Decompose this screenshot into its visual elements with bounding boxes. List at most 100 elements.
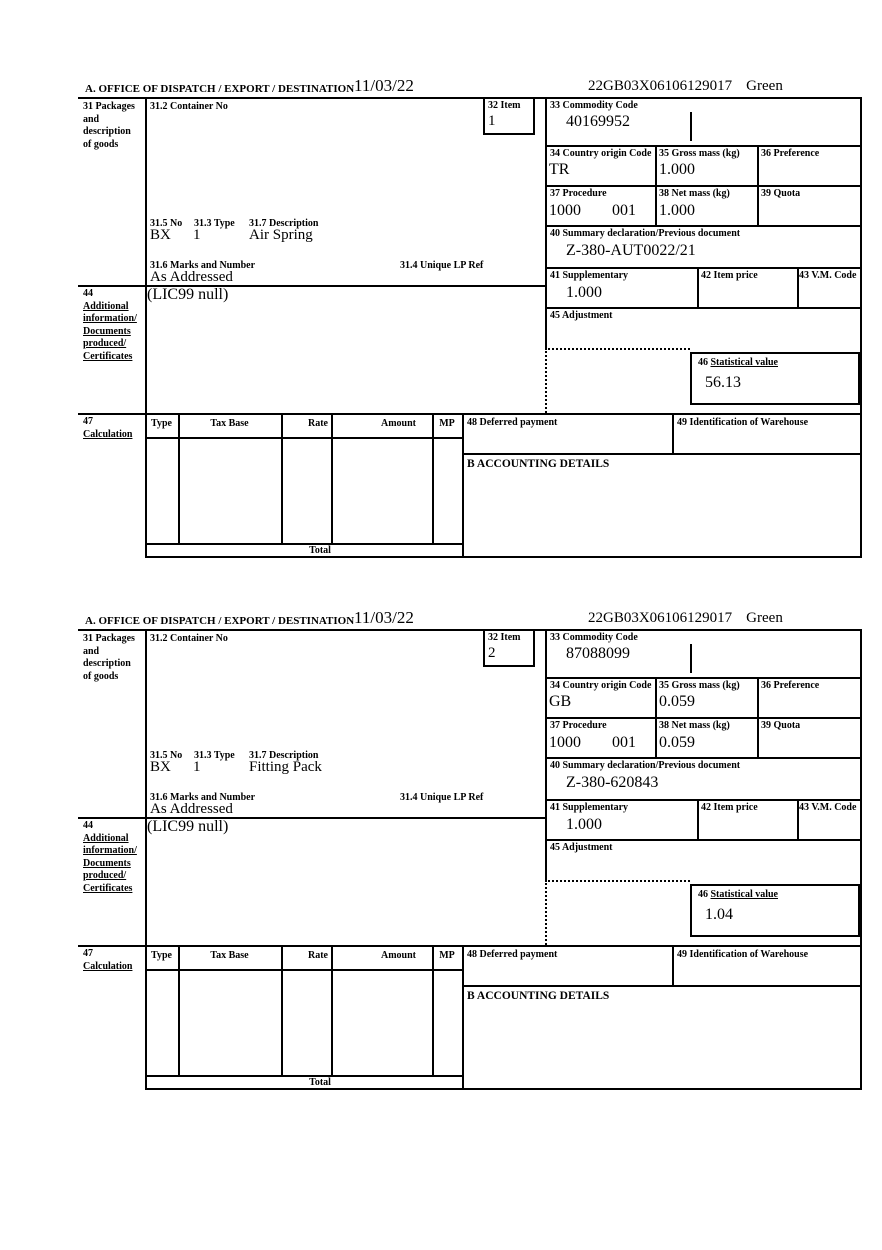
dotted-divider	[545, 348, 547, 413]
divider	[462, 945, 464, 1090]
box46-statistical-value: 46 Statistical value 1.04	[690, 884, 860, 937]
mrn-row: 22GB03X06106129017 Green	[588, 610, 783, 627]
box31-label: 31 Packages and description of goods	[83, 633, 135, 682]
commodity-code-separator	[690, 644, 692, 673]
box37-label: 37 Procedure	[550, 720, 607, 731]
box47-label-text: Calculation	[83, 428, 133, 440]
divider	[545, 267, 862, 269]
box46-label-text: Statistical value	[710, 889, 779, 900]
divider	[145, 437, 462, 439]
declaration-date: 11/03/22	[354, 608, 414, 627]
divider	[672, 945, 674, 985]
calc-col-mp: MP	[439, 418, 455, 429]
box44-label-text: Additional information/ Documents produc…	[83, 832, 137, 894]
divider	[281, 945, 283, 1075]
box36-label: 36 Preference	[761, 680, 820, 691]
box34-value: GB	[549, 693, 572, 710]
box40-value: Z-380-AUT0022/21	[566, 242, 696, 259]
box45-label: 45 Adjustment	[550, 310, 613, 321]
divider	[331, 945, 333, 1075]
box44-label: 44 Additional information/ Documents pro…	[83, 820, 143, 895]
box32-value: 1	[488, 112, 496, 129]
box33-label: 33 Commodity Code	[550, 632, 638, 643]
office-of-dispatch-label: A. OFFICE OF DISPATCH / EXPORT / DESTINA…	[85, 615, 355, 627]
declaration-item-section: A. OFFICE OF DISPATCH / EXPORT / DESTINA…	[0, 76, 882, 568]
box40-label: 40 Summary declaration/Previous document	[550, 760, 741, 771]
divider	[78, 817, 545, 819]
calc-total-label: Total	[309, 1077, 331, 1088]
box31-6-value: As Addressed	[150, 269, 233, 285]
calc-col-amount: Amount	[380, 950, 416, 961]
box34-value: TR	[549, 161, 570, 178]
divider	[797, 267, 799, 307]
box42-label: 42 Item price	[701, 802, 758, 813]
box48-label: 48 Deferred payment	[467, 949, 558, 960]
divider	[860, 629, 862, 1090]
divider	[545, 145, 862, 147]
divider	[145, 1075, 462, 1077]
divider	[545, 307, 862, 309]
calc-col-rate: Rate	[308, 950, 328, 961]
box46-label-text: Statistical value	[710, 357, 779, 368]
box34-label: 34 Country origin Code	[550, 148, 652, 159]
divider	[655, 677, 657, 757]
declaration-date: 11/03/22	[354, 76, 414, 95]
divider	[145, 97, 147, 558]
calc-col-amount: Amount	[380, 418, 416, 429]
mrn-value: 22GB03X06106129017	[588, 78, 733, 94]
divider	[78, 285, 545, 287]
box31-5-value: BX	[150, 759, 171, 775]
box35-label: 35 Gross mass (kg)	[659, 680, 740, 691]
box31-3-label: 31.3 Type	[194, 750, 235, 761]
box47-number: 47	[83, 948, 93, 959]
box31-2-label: 31.2 Container No	[150, 633, 228, 644]
divider	[462, 413, 464, 558]
calc-col-tax-base: Tax Base	[210, 418, 249, 429]
box37-value-additional: 001	[612, 734, 636, 751]
divider	[281, 413, 283, 543]
box45-label: 45 Adjustment	[550, 842, 613, 853]
box31-3-value: 1	[193, 759, 201, 775]
box44-label: 44 Additional information/ Documents pro…	[83, 288, 143, 363]
box37-value-additional: 001	[612, 202, 636, 219]
box46-value: 56.13	[705, 373, 741, 391]
box46-statistical-value: 46 Statistical value 56.13	[690, 352, 860, 405]
divider	[145, 629, 147, 1090]
box31-3-value: 1	[193, 227, 201, 243]
office-of-dispatch-label: A. OFFICE OF DISPATCH / EXPORT / DESTINA…	[85, 83, 355, 95]
box31-7-label: 31.7 Description	[249, 218, 319, 229]
divider	[545, 629, 547, 880]
box37-value-procedure: 1000	[549, 202, 581, 219]
calc-col-tax-base: Tax Base	[210, 950, 249, 961]
divider	[757, 145, 759, 225]
divider	[545, 799, 862, 801]
box31-5-label: 31.5 No	[150, 218, 183, 229]
box31-4-label: 31.4 Unique LP Ref	[400, 792, 484, 803]
box46-label: 46 Statistical value	[698, 889, 858, 902]
divider	[672, 413, 674, 453]
divider	[78, 629, 862, 631]
box33-value: 40169952	[566, 113, 630, 130]
calc-col-rate: Rate	[308, 418, 328, 429]
box47-number: 47	[83, 416, 93, 427]
calc-total-label: Total	[309, 545, 331, 556]
divider	[432, 413, 434, 543]
box49-label: 49 Identification of Warehouse	[677, 949, 809, 960]
divider	[655, 145, 657, 225]
accounting-details-label: B ACCOUNTING DETAILS	[467, 458, 610, 470]
divider	[545, 757, 862, 759]
divider	[145, 543, 462, 545]
box32-label: 32 Item	[488, 100, 521, 111]
box41-value: 1.000	[566, 284, 602, 301]
divider	[545, 185, 862, 187]
commodity-code-separator	[690, 112, 692, 141]
box41-label: 41 Supplementary	[550, 802, 629, 813]
divider	[545, 97, 547, 348]
divider	[462, 985, 862, 987]
box46-label: 46 Statistical value	[698, 357, 858, 370]
box44-value: (LIC99 null)	[147, 818, 229, 835]
box40-value: Z-380-620843	[566, 774, 659, 791]
box36-label: 36 Preference	[761, 148, 820, 159]
box49-label: 49 Identification of Warehouse	[677, 417, 809, 428]
box47-label: 47 Calculation	[83, 948, 145, 973]
